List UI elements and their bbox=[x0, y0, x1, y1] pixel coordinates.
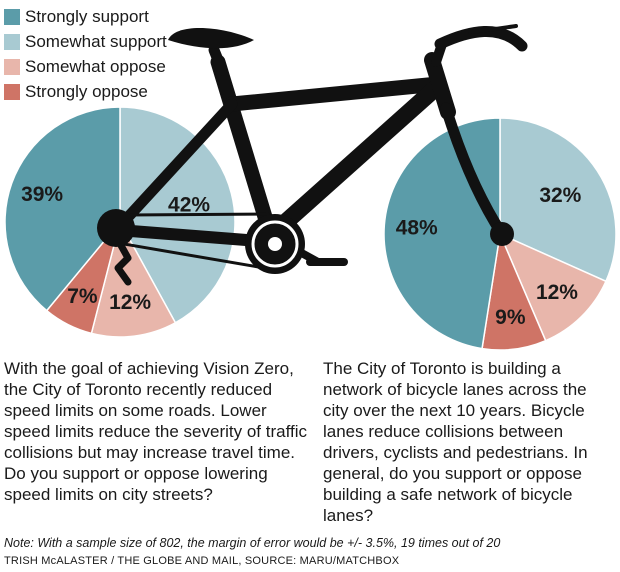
legend-label: Strongly support bbox=[25, 6, 149, 26]
legend-label: Somewhat oppose bbox=[25, 56, 166, 76]
credit-line: TRISH McALASTER / THE GLOBE AND MAIL, SO… bbox=[4, 555, 400, 567]
legend-swatch bbox=[4, 33, 20, 50]
legend-label: Strongly oppose bbox=[25, 81, 148, 101]
legend-item-somewhat-support: Somewhat support bbox=[4, 29, 167, 54]
handlebar-icon bbox=[434, 26, 528, 52]
rear-hub-icon bbox=[97, 209, 135, 247]
pie-slice-strongly-support bbox=[4, 106, 121, 312]
legend-swatch bbox=[4, 8, 20, 25]
saddle-icon bbox=[168, 27, 254, 49]
handlebar-grip-icon bbox=[468, 24, 518, 34]
pie-data-label-strongly-support: 48% bbox=[396, 217, 438, 240]
pie-data-label-somewhat-oppose: 12% bbox=[536, 281, 578, 304]
legend-swatch bbox=[4, 58, 20, 75]
pie-data-label-somewhat-support: 42% bbox=[168, 193, 210, 216]
chainring-center bbox=[268, 237, 282, 251]
pie-speed-limits: 42% 12% 7% 39% bbox=[4, 106, 236, 338]
legend-item-strongly-support: Strongly support bbox=[4, 4, 167, 29]
front-hub-icon bbox=[490, 222, 514, 246]
pie-slice-somewhat-oppose bbox=[498, 232, 607, 342]
pie-data-label-strongly-support: 39% bbox=[21, 183, 63, 206]
legend-item-somewhat-oppose: Somewhat oppose bbox=[4, 54, 167, 79]
pie-data-label-strongly-oppose: 9% bbox=[495, 306, 526, 329]
pie-data-label-somewhat-support: 32% bbox=[539, 184, 581, 207]
pie-data-label-somewhat-oppose: 12% bbox=[109, 291, 151, 314]
legend: Strongly support Somewhat support Somewh… bbox=[4, 4, 167, 104]
chainring-inner-ring bbox=[251, 220, 299, 268]
margin-of-error-note: Note: With a sample size of 802, the mar… bbox=[4, 536, 501, 550]
bicycle-pie-chart: 42% 12% 7% 39% 32% 12% 9% 48% bbox=[4, 24, 617, 351]
question-speed-limits: With the goal of achieving Vision Zero, … bbox=[4, 359, 307, 504]
pie-data-label-strongly-oppose: 7% bbox=[67, 285, 98, 308]
legend-label: Somewhat support bbox=[25, 31, 167, 51]
question-bicycle-lanes: The City of Toronto is building a networ… bbox=[323, 359, 588, 525]
legend-swatch bbox=[4, 83, 20, 100]
pie-slice-somewhat-support bbox=[499, 117, 617, 283]
legend-item-strongly-oppose: Strongly oppose bbox=[4, 79, 167, 104]
pie-slice-somewhat-oppose bbox=[90, 219, 177, 338]
